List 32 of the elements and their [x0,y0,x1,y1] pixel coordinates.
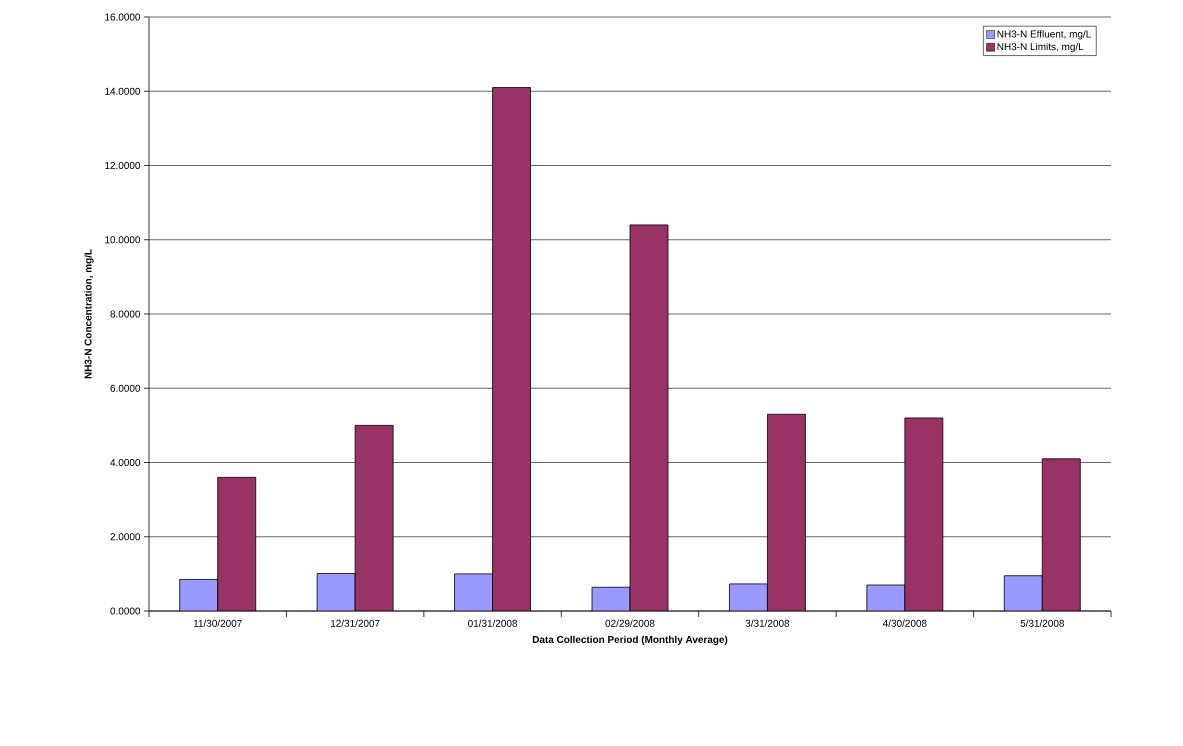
y-tick-label: 14.0000 [105,87,141,95]
bar [904,417,943,611]
x-tick-label: 4/30/2008 [882,619,927,627]
x-tick-label: 5/31/2008 [1020,619,1065,627]
bar [729,583,768,611]
y-tick-label: 12.0000 [105,161,141,170]
y-tick-label: 16.0000 [105,13,141,21]
x-tick-label: 3/31/2008 [745,619,790,627]
bar [767,414,806,611]
bar [355,425,394,611]
y-tick-label: 4.0000 [110,458,141,467]
x-axis-title: Data Collection Period (Monthly Average) [532,635,728,645]
y-tick-label: 10.0000 [105,236,141,244]
y-tick-label: 2.0000 [110,533,141,541]
y-tick-label: 8.0000 [110,310,141,318]
bar [630,224,668,611]
bar [179,579,218,611]
x-tick-label: 01/31/2008 [468,619,518,627]
legend-label: NH3-N Effluent, mg/L [997,30,1091,40]
bar [317,573,356,611]
x-tick-label: 12/31/2007 [330,619,380,627]
bar [454,573,493,611]
x-tick-label: 02/29/2008 [605,619,655,627]
y-tick-label: 6.0000 [110,384,141,392]
bar [1041,458,1081,611]
x-tick-label: 11/30/2007 [193,619,242,627]
bar [492,87,531,611]
y-tick-label: 0.0000 [110,607,141,615]
y-axis-title: NH3-N Concentration, mg/L [84,249,94,379]
bar [1003,575,1043,611]
bar [217,477,256,611]
legend-label: NH3-N Limits, mg/L [997,42,1084,53]
